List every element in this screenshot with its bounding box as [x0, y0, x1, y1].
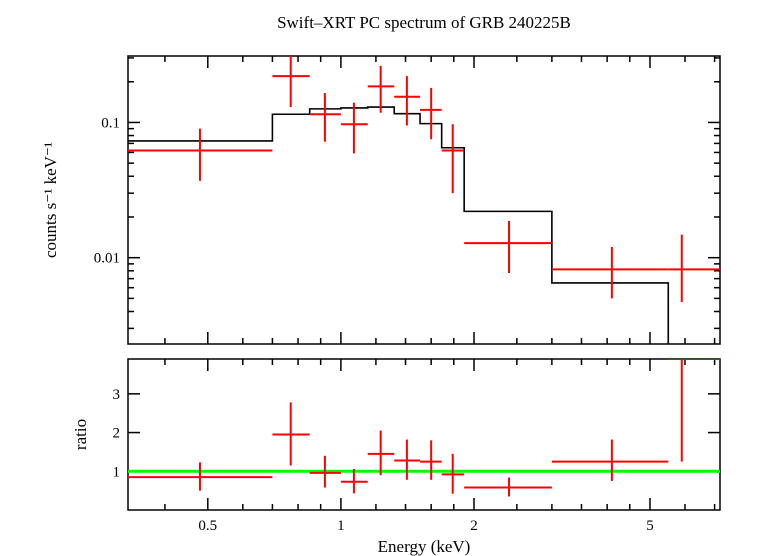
figure: Swift–XRT PC spectrum of GRB 240225B 0.5 1… — [0, 0, 758, 556]
x-tick-label: 0.5 — [198, 518, 217, 534]
y-bottom-tick-label: 2 — [113, 426, 121, 442]
x-tick-label: 5 — [646, 518, 654, 534]
x-axis-label: Energy (keV) — [378, 537, 471, 556]
y-top-axis-label: counts s⁻¹ keV⁻¹ — [41, 142, 60, 258]
y-bottom-tick-label: 1 — [113, 464, 121, 480]
x-tick-label: 1 — [337, 518, 345, 534]
y-top-tick-label: 0.01 — [94, 251, 120, 267]
y-bottom-axis-label: ratio — [71, 419, 90, 450]
y-top-tick-label: 0.1 — [101, 115, 120, 131]
spectrum-chart: Swift–XRT PC spectrum of GRB 240225B 0.5 1… — [0, 0, 758, 556]
y-bottom-tick-label: 3 — [113, 387, 121, 403]
chart-title: Swift–XRT PC spectrum of GRB 240225B — [277, 13, 571, 32]
x-tick-label: 2 — [470, 518, 478, 534]
